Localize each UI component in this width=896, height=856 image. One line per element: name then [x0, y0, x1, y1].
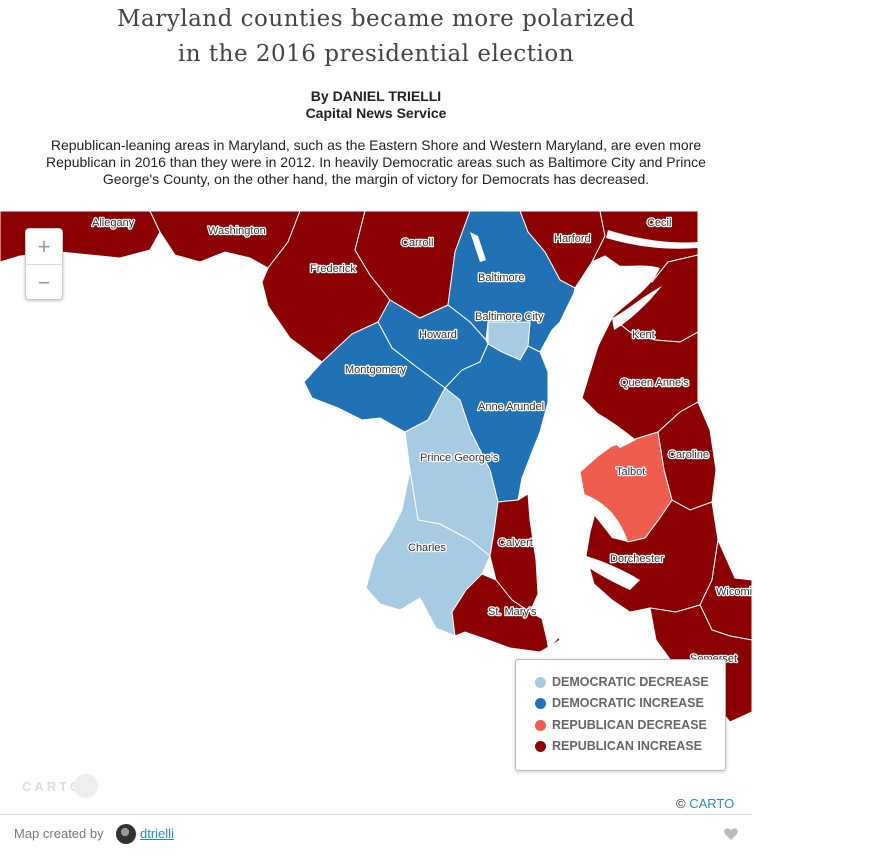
- county-charles[interactable]: [365, 469, 491, 637]
- legend-label: REPUBLICAN DECREASE: [552, 718, 707, 732]
- label-calvert: Calvert: [498, 537, 533, 549]
- legend-swatch: [535, 719, 546, 731]
- label-washington: Washington: [208, 225, 266, 237]
- title-line-1: Maryland counties became more polarized: [116, 6, 636, 32]
- carto-logo-text: CARTO: [22, 779, 83, 794]
- title-line-2: in the 2016 presidential election: [177, 41, 575, 67]
- byline-author: By DANIEL TRIELLI: [310, 88, 442, 104]
- label-carroll: Carroll: [401, 237, 433, 249]
- label-dorchester: Dorchester: [610, 553, 664, 565]
- label-anne-arundel: Anne Arundel: [478, 401, 544, 413]
- label-baltimore: Baltimore: [478, 272, 524, 284]
- label-queen-annes: Queen Anne's: [620, 377, 689, 389]
- legend-label: DEMOCRATIC DECREASE: [552, 675, 709, 689]
- legend-item-republican-increase: REPUBLICAN INCREASE: [535, 738, 702, 754]
- user-avatar-icon[interactable]: [116, 824, 136, 844]
- created-by-label: Map created by: [14, 826, 104, 841]
- label-caroline: Caroline: [668, 449, 709, 461]
- legend-swatch: [535, 740, 546, 752]
- county-allegany[interactable]: [0, 211, 161, 263]
- legend-item-republican-decrease: REPUBLICAN DECREASE: [535, 717, 707, 733]
- label-frederick: Frederick: [310, 263, 356, 275]
- map-canvas[interactable]: Allegany Washington Frederick Carroll Ha…: [0, 211, 752, 813]
- copyright-symbol: ©: [676, 796, 686, 811]
- label-kent: Kent: [632, 329, 655, 341]
- county-montgomery[interactable]: [303, 321, 446, 433]
- label-charles: Charles: [408, 542, 446, 554]
- legend-label: REPUBLICAN INCREASE: [552, 739, 703, 753]
- legend-swatch: [535, 697, 546, 709]
- attribution: © CARTO: [676, 796, 734, 811]
- label-st-marys: St. Mary's: [488, 606, 537, 618]
- carto-attribution-link[interactable]: CARTO: [689, 796, 735, 811]
- byline: By DANIEL TRIELLI Capital News Service: [0, 88, 752, 122]
- label-allegany: Allegany: [92, 217, 135, 229]
- footer: Map created by dtrielli: [0, 814, 752, 855]
- legend-swatch: [535, 676, 546, 688]
- label-cecil: Cecil: [647, 217, 671, 229]
- carto-logo-icon: [74, 774, 98, 798]
- county-st-marys[interactable]: [451, 573, 561, 653]
- label-talbot: Talbot: [616, 466, 645, 478]
- zoom-out-button[interactable]: −: [37, 270, 51, 295]
- label-montgomery: Montgomery: [345, 364, 407, 376]
- label-harford: Harford: [554, 233, 591, 245]
- zoom-in-button[interactable]: +: [26, 229, 62, 265]
- legend-item-democratic-increase: DEMOCRATIC INCREASE: [535, 695, 704, 711]
- label-baltimore-city: Baltimore City: [475, 311, 544, 323]
- label-wicomico: Wicomi: [716, 586, 752, 598]
- chesapeake-bay: [470, 230, 698, 648]
- label-prince-georges: Prince George's: [420, 452, 499, 464]
- county-map: Allegany Washington Frederick Carroll Ha…: [0, 211, 752, 723]
- map-description: Republican-leaning areas in Maryland, su…: [46, 137, 706, 187]
- legend-label: DEMOCRATIC INCREASE: [552, 696, 704, 710]
- zoom-control: + −: [25, 228, 63, 300]
- author-link[interactable]: dtrielli: [140, 826, 174, 841]
- heart-icon[interactable]: [723, 826, 739, 842]
- byline-organization: Capital News Service: [305, 105, 447, 121]
- label-howard: Howard: [419, 329, 457, 341]
- carto-logo[interactable]: CARTO: [22, 774, 98, 800]
- county-calvert[interactable]: [489, 493, 539, 613]
- map-title: Maryland counties became more polarized …: [0, 2, 752, 72]
- map-legend: DEMOCRATIC DECREASE DEMOCRATIC INCREASE …: [515, 659, 726, 771]
- legend-item-democratic-decrease: DEMOCRATIC DECREASE: [535, 674, 709, 690]
